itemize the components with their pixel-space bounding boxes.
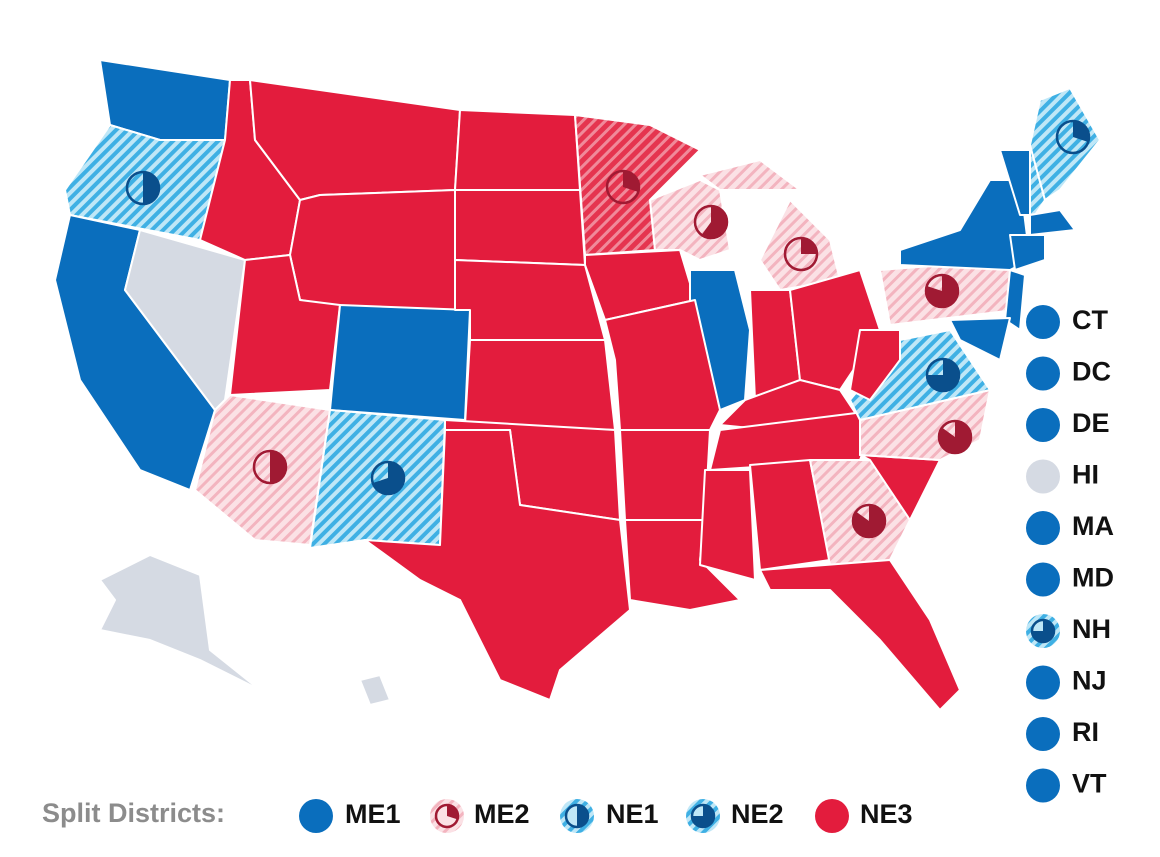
state [759, 559, 961, 711]
state [1029, 209, 1076, 236]
state [1004, 269, 1026, 331]
icon-wedge [1073, 121, 1089, 142]
legend-swatch [1026, 459, 1060, 494]
icon-wedge [938, 421, 971, 453]
state [699, 469, 756, 581]
state [99, 554, 261, 691]
icon-wedge [852, 505, 885, 537]
legend-label: VT [1072, 769, 1107, 799]
legend-label: DC [1072, 357, 1111, 387]
state [464, 339, 616, 431]
icon-wedge [692, 805, 714, 827]
state [454, 189, 586, 266]
legend-label: DE [1072, 408, 1110, 438]
state [454, 109, 581, 191]
state [699, 159, 801, 191]
legend-swatch [1026, 665, 1060, 700]
state [759, 199, 841, 291]
states [54, 59, 1101, 711]
icon-wedge [801, 238, 817, 254]
icon-wedge [926, 275, 958, 307]
legend-swatch [1026, 511, 1060, 545]
state [364, 429, 631, 701]
legend-label: NJ [1072, 666, 1107, 696]
legend-label: CT [1072, 305, 1108, 335]
state [949, 317, 1011, 361]
icon-wedge [447, 805, 458, 820]
state [289, 189, 456, 311]
split-label: ME2 [474, 799, 530, 829]
icon-wedge [577, 805, 588, 827]
state [329, 304, 471, 421]
icon-wedge [701, 206, 727, 238]
icon-wedge [270, 451, 286, 483]
split-label: NE1 [606, 799, 659, 829]
state [849, 329, 901, 401]
split-label: NE2 [731, 799, 784, 829]
state [194, 394, 331, 546]
legend-label: MD [1072, 563, 1114, 593]
state [649, 179, 731, 261]
state [454, 259, 606, 341]
icon-wedge [927, 359, 959, 391]
icon-wedge [1032, 620, 1054, 642]
state [809, 459, 911, 566]
state [309, 409, 446, 549]
legend-swatch [815, 799, 849, 833]
legend-label: NH [1072, 614, 1111, 644]
legend-swatch [1026, 562, 1060, 597]
legend-swatch [1026, 717, 1060, 751]
state [1029, 87, 1101, 201]
split-label: NE3 [860, 799, 913, 829]
state [359, 674, 391, 706]
legend-swatch [1026, 305, 1060, 339]
state [899, 179, 1031, 271]
state [619, 429, 711, 521]
legend-swatch [299, 799, 333, 833]
legend-label: HI [1072, 460, 1099, 490]
icon-wedge [143, 172, 159, 204]
state-icons [125, 119, 1091, 539]
icon-wedge [623, 171, 639, 192]
legend-swatch [1026, 356, 1060, 391]
legend-label: RI [1072, 717, 1099, 747]
split-label: ME1 [345, 799, 401, 829]
legend-swatch [1026, 408, 1060, 442]
split-districts-title: Split Districts: [42, 798, 225, 828]
legend-label: MA [1072, 511, 1114, 541]
legend-swatch [1026, 768, 1060, 803]
icon-wedge [372, 462, 404, 494]
state [1009, 234, 1046, 271]
